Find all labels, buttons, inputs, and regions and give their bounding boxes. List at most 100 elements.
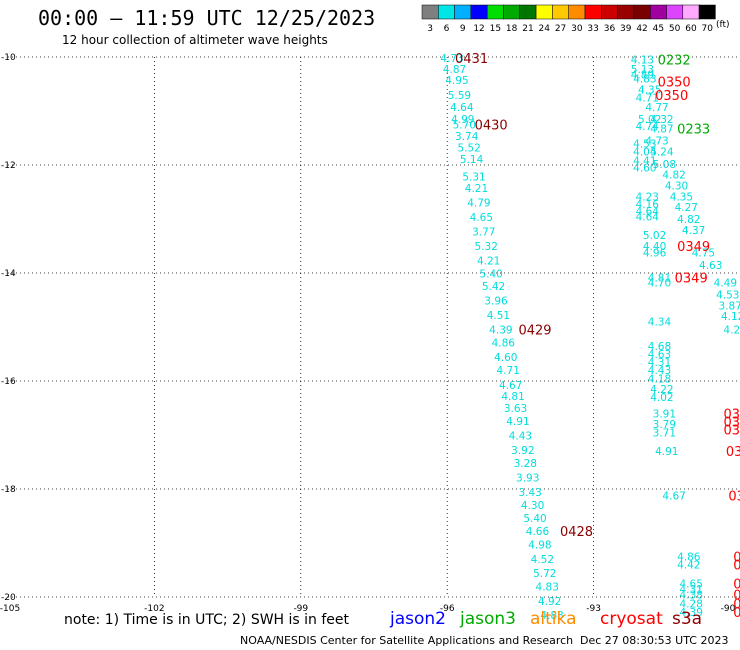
pass-time-label: 0347 [733,559,740,574]
legend-label: 30 [571,24,583,34]
swh-value-label: 4.43 [648,365,671,377]
legend-label: 24 [539,24,551,34]
swh-value-label: 4.75 [692,247,715,259]
swh-value-label: 4.02 [650,392,673,404]
swh-value-label: 4.68 [648,341,671,353]
swh-value-label: 3.74 [455,131,479,143]
legend-label: 33 [587,24,598,34]
swh-value-label: 4.81 [648,272,671,284]
x-tick-label: -99 [293,604,308,614]
swh-value-label: 4.40 [643,241,666,253]
legend-swatch [698,4,716,20]
pass-time-label: 0348 [723,407,740,422]
swh-value-label: 4.83 [633,74,656,86]
x-tick-label: -102 [144,604,164,614]
x-tick-label: -93 [586,604,601,614]
swh-value-label: 4.30 [521,500,544,512]
swh-value-label: 4.41 [633,156,656,168]
swh-value-label: 4.87 [650,123,673,135]
y-tick-label: -18 [1,485,16,495]
swh-value-label: 4.13 [631,55,654,67]
satellite-name: altika [530,609,577,629]
legend-label: 21 [522,24,533,34]
chart-subtitle: 12 hour collection of altimeter wave hei… [62,33,328,47]
swh-value-label: 4.39 [680,607,703,619]
swh-value-label: 4.12 [721,311,740,323]
swh-value-label: 4.91 [655,446,678,458]
pass-time-label: 0430 [475,119,508,134]
y-tick-label: -20 [1,593,16,603]
pass-time-label: 0349 [675,271,708,286]
swh-value-label: 4.49 [714,278,737,290]
swh-value-label: 3.79 [653,419,676,431]
swh-value-label: 4.74 [636,121,660,133]
swh-value-label: 4.35 [670,191,693,203]
swh-value-label: 3.43 [518,487,541,499]
swh-value-label: 4.64 [450,102,474,114]
swh-value-label: 4.34 [648,317,672,329]
swh-value-label: 5.13 [631,64,654,76]
swh-value-label: 3.96 [484,296,508,308]
pass-time-label: 0232 [658,54,691,69]
swh-value-label: 4.53 [633,138,656,150]
swh-value-label: 4.22 [650,384,673,396]
swh-value-label: 4.31 [648,357,671,369]
swh-value-label: 3.93 [516,473,539,485]
swh-value-label: 4.98 [528,540,551,552]
legend-label: 9 [460,24,466,34]
swh-value-label: 4.77 [645,102,668,114]
swh-value-label: 3.92 [511,445,534,457]
swh-value-label: 5.08 [653,159,676,171]
swh-value-label: 4.21 [723,325,740,337]
satellite-name: jason3 [460,609,516,629]
swh-value-label: 3.87 [719,300,740,312]
swh-value-label: 4.92 [538,596,561,608]
swh-value-label: 5.40 [479,269,502,281]
swh-value-label: 4.18 [648,373,671,385]
satellite-name: cryosat [600,609,663,629]
satellite-name: s3a [672,609,703,629]
swh-value-label: 3.63 [504,403,527,415]
swh-value-label: 4.83 [540,610,563,622]
swh-value-label: 4.23 [636,191,659,203]
swh-value-label: 4.31 [680,584,703,596]
swh-value-label: 4.95 [445,75,468,87]
swh-value-label: 4.70 [648,278,671,290]
swh-value-label: 4.73 [645,136,668,148]
pass-time-label: 0233 [677,122,710,137]
swh-value-label: 4.27 [675,202,698,214]
pass-time-label: 0346 [733,578,740,593]
pass-time-label: 0348 [726,445,740,460]
credit-line: NOAA/NESDIS Center for Satellite Applica… [240,634,574,647]
swh-value-label: 4.28 [680,598,703,610]
swh-value-label: 4.71 [636,93,659,105]
swh-value-label: 4.21 [465,183,488,195]
swh-value-label: 4.73 [440,53,463,65]
swh-value-label: 5.02 [643,230,666,242]
pass-time-label: 0348 [723,424,740,439]
swh-value-label: 4.60 [633,163,656,175]
swh-value-label: 4.32 [650,114,673,126]
y-tick-label: -10 [1,53,16,63]
swh-value-label: 4.71 [497,365,520,377]
swh-value-label: 4.86 [492,338,516,350]
swh-value-label: 5.40 [523,513,546,525]
pass-time-label: 0346 [733,606,740,621]
swh-value-label: 5.59 [448,90,471,102]
swh-value-label: 4.37 [682,225,705,237]
legend-label: 50 [669,24,681,34]
x-tick-label: -105 [0,604,20,614]
swh-value-label: 4.81 [501,391,524,403]
swh-value-label: 4.91 [506,416,529,428]
legend-label: 3 [427,24,433,34]
swh-value-label: 5.52 [457,143,480,155]
swh-value-label: 4.82 [677,214,700,226]
swh-value-label: 5.70 [453,120,476,132]
pass-time-label: 0348 [723,416,740,431]
swh-value-label: 3.91 [653,408,676,420]
legend-label: 6 [444,24,450,34]
pass-time-label: 0429 [518,324,551,339]
y-tick-label: -12 [1,161,16,171]
